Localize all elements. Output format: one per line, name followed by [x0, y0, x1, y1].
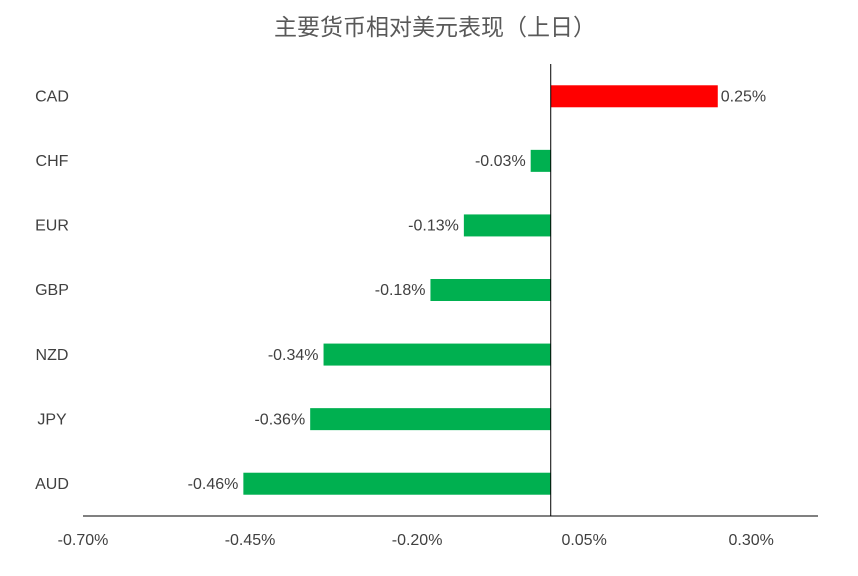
y-tick-label: JPY [37, 411, 67, 428]
bar [243, 472, 551, 495]
data-label: -0.18% [375, 282, 426, 299]
x-tick-label: 0.05% [561, 532, 606, 549]
y-tick-label: CAD [35, 89, 69, 106]
x-tick-label: -0.45% [225, 532, 276, 549]
data-label: -0.34% [268, 347, 319, 364]
data-label: -0.13% [408, 218, 459, 235]
x-tick-label: 0.30% [728, 532, 773, 549]
data-label: -0.36% [254, 411, 305, 428]
y-tick-label: AUD [35, 476, 69, 493]
y-tick-label: NZD [36, 347, 69, 364]
chart-title: 主要货币相对美元表现（上日） [274, 14, 596, 40]
y-tick-label: CHF [36, 153, 69, 170]
x-tick-label: -0.20% [392, 532, 443, 549]
x-tick-label: -0.70% [58, 532, 109, 549]
data-label: -0.46% [188, 476, 239, 493]
bar [463, 214, 551, 237]
data-label: -0.03% [475, 153, 526, 170]
bar [310, 408, 551, 431]
y-tick-label: EUR [35, 218, 69, 235]
bar [323, 343, 551, 366]
data-label: 0.25% [721, 89, 766, 106]
bar [430, 279, 551, 301]
y-tick-label: GBP [35, 282, 69, 299]
bar [550, 85, 718, 108]
bar [530, 149, 551, 172]
